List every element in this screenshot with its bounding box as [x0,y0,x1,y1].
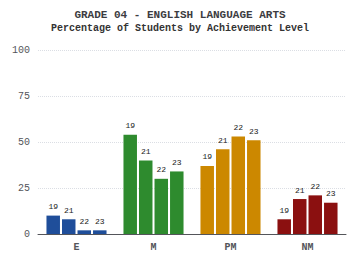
svg-text:22: 22 [156,165,166,174]
svg-text:M: M [150,242,156,253]
svg-text:100: 100 [12,45,30,56]
svg-text:PM: PM [224,242,236,253]
svg-text:19: 19 [202,152,212,161]
svg-text:23: 23 [95,217,105,226]
svg-text:19: 19 [48,202,58,211]
svg-text:21: 21 [218,136,228,145]
svg-text:23: 23 [249,127,259,136]
svg-text:23: 23 [172,158,182,167]
svg-text:25: 25 [18,183,30,194]
svg-text:Percentage of Students by Achi: Percentage of Students by Achievement Le… [51,23,309,34]
svg-text:75: 75 [18,91,30,102]
svg-text:19: 19 [279,206,289,215]
svg-text:E: E [73,242,79,253]
svg-text:50: 50 [18,137,30,148]
svg-text:21: 21 [141,147,151,156]
svg-text:GRADE 04 - ENGLISH LANGUAGE AR: GRADE 04 - ENGLISH LANGUAGE ARTS [74,9,286,21]
svg-text:22: 22 [310,182,320,191]
svg-text:19: 19 [125,121,135,130]
svg-text:22: 22 [79,217,89,226]
svg-text:21: 21 [295,186,305,195]
svg-text:NM: NM [301,242,313,253]
svg-text:23: 23 [326,189,336,198]
svg-text:0: 0 [24,229,30,240]
svg-text:22: 22 [233,123,243,132]
svg-text:21: 21 [64,206,74,215]
